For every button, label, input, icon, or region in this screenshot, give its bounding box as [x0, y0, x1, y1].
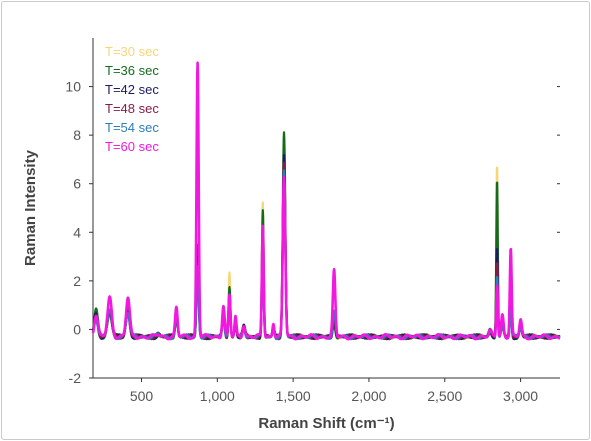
legend-entry: T=36 sec — [105, 63, 159, 78]
series-lines — [91, 61, 561, 341]
series-line — [91, 162, 561, 341]
legend-box — [100, 42, 174, 156]
legend: T=30 sec T=36 sec T=42 sec T=48 sec T=54 sec… — [100, 42, 174, 156]
series-line — [91, 154, 561, 341]
legend-entry: T=30 sec — [105, 44, 159, 59]
y-axis-title: Raman Intensity — [22, 149, 39, 266]
x-tick-label: 2,000 — [351, 388, 386, 404]
y-tick-label: -2 — [69, 370, 82, 386]
x-tick-label: 2,500 — [427, 388, 462, 404]
y-tick-label: 4 — [73, 224, 81, 240]
x-tick-label: 3,000 — [503, 388, 538, 404]
x-tick-label: 1,500 — [276, 388, 311, 404]
series-line — [91, 131, 561, 341]
legend-entry: T=42 sec — [105, 82, 159, 97]
legend-entry: T=54 sec — [105, 120, 159, 135]
x-tick-label: 1,000 — [200, 388, 235, 404]
y-tick-label: 8 — [73, 127, 81, 143]
series-line — [91, 61, 561, 341]
tick-labels: -2 0 2 4 6 8 10 500 1,000 1,500 2,000 2,500 3,000 — [65, 79, 560, 404]
y-tick-label: 2 — [73, 273, 81, 289]
legend-entry: T=60 sec — [105, 139, 159, 154]
x-tick-label: 500 — [130, 388, 154, 404]
legend-entry: T=48 sec — [105, 101, 159, 116]
y-tick-label: 0 — [73, 321, 81, 337]
series-line — [91, 169, 561, 341]
y-tick-label: 10 — [65, 79, 81, 95]
series-line — [91, 137, 561, 341]
x-axis-title: Raman Shift (cm⁻¹) — [258, 415, 394, 432]
y-tick-label: 6 — [73, 176, 81, 192]
